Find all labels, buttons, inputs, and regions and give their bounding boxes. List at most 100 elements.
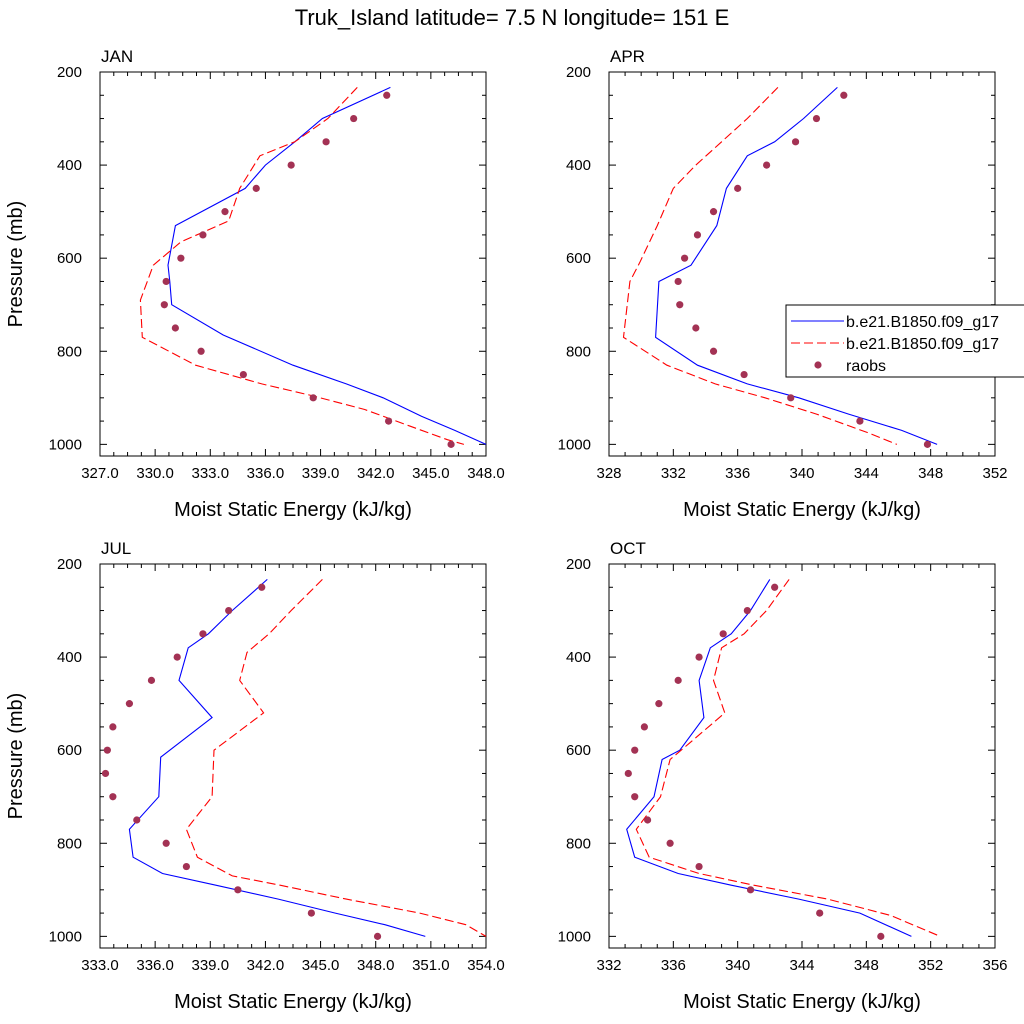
raobs-point: [791, 138, 800, 146]
raobs-point: [252, 184, 260, 192]
x-tick-label: 339.0: [192, 957, 230, 974]
x-tick-label: 328: [596, 465, 621, 482]
x-tick-label: 345.0: [412, 465, 450, 482]
dashed-red-series-line: [139, 87, 465, 445]
raobs-point: [680, 254, 689, 262]
raobs-point: [234, 886, 242, 894]
x-tick-label: 344: [789, 957, 814, 974]
legend-label: b.e21.B1850.f09_g17: [846, 336, 999, 353]
legend-raobs-marker: [814, 361, 822, 369]
raobs-point: [787, 394, 795, 402]
x-axis-label: Moist Static Energy (kJ/kg): [683, 499, 921, 521]
raobs-point: [239, 370, 247, 379]
panel-jul: 333.0 336.0 339.0 342.0 345.0 348.0 351.0 354.0…: [5, 539, 505, 1013]
raobs-point: [162, 277, 170, 286]
x-tick-label: 339.0: [302, 465, 340, 482]
raobs-point: [199, 231, 207, 239]
raobs-point: [199, 630, 207, 638]
raobs-point: [383, 91, 391, 99]
raobs-point: [125, 700, 134, 708]
raobs-point: [631, 793, 639, 801]
raobs-point: [709, 208, 718, 216]
panel-apr: 328 332 336 340 344 348 352 200 400 600 800 1000 APR…: [558, 47, 1008, 521]
x-tick-label: 352: [982, 465, 1007, 482]
raobs-point: [719, 630, 727, 638]
y-tick-label: 200: [566, 556, 591, 573]
raobs-point: [877, 932, 885, 940]
raobs-point: [171, 324, 179, 332]
x-axis-label: Moist Static Energy (kJ/kg): [174, 499, 412, 521]
x-tick-label: 332: [596, 957, 621, 974]
x-axis-label: Moist Static Energy (kJ/kg): [683, 991, 921, 1013]
raobs-point: [258, 583, 266, 591]
raobs-point: [160, 301, 168, 309]
raobs-point: [103, 746, 111, 754]
x-tick-label: 344: [854, 465, 879, 482]
y-tick-label: 1000: [558, 436, 591, 453]
x-tick-label: 327.0: [81, 465, 119, 482]
raobs-point: [162, 839, 170, 847]
x-tick-label: 333.0: [81, 957, 119, 974]
raobs-point: [225, 606, 233, 615]
dashed-red-series-line: [622, 87, 898, 445]
panel-oct: 332 336 340 344 348 352 356 200 400 600 800 1000 OCT…: [558, 539, 1008, 1013]
x-tick-label: 340: [725, 957, 750, 974]
raobs-point: [693, 231, 702, 239]
raobs-point: [447, 440, 455, 448]
raobs-point: [734, 184, 742, 192]
raobs-point: [640, 723, 648, 731]
y-axis-label: Pressure (mb): [5, 693, 27, 820]
plot-frame: [99, 563, 487, 949]
panel-title: APR: [610, 47, 645, 66]
raobs-point: [173, 653, 181, 661]
y-tick-label: 600: [566, 742, 591, 759]
x-tick-label: 342.0: [247, 957, 285, 974]
raobs-point: [644, 816, 652, 824]
raobs-point: [182, 862, 190, 871]
solid-blue-series-line: [626, 579, 912, 937]
y-tick-label: 200: [57, 556, 82, 573]
raobs-point: [109, 723, 117, 731]
raobs-point: [740, 370, 748, 379]
y-tick-label: 800: [57, 835, 82, 852]
raobs-point: [384, 417, 393, 425]
solid-blue-series-line: [655, 86, 938, 445]
raobs-point: [856, 417, 864, 425]
y-tick-label: 1000: [49, 436, 82, 453]
raobs-point: [309, 394, 317, 402]
x-tick-label: 332: [661, 465, 686, 482]
x-tick-label: 348: [854, 957, 879, 974]
raobs-point: [350, 114, 358, 123]
raobs-point: [101, 769, 110, 778]
raobs-point: [177, 254, 185, 262]
raobs-point: [631, 746, 639, 754]
panel-title: OCT: [610, 539, 646, 558]
raobs-point: [197, 347, 205, 355]
x-tick-label: 336.0: [136, 957, 174, 974]
x-tick-label: 354.0: [467, 957, 505, 974]
y-tick-label: 400: [57, 649, 82, 666]
y-tick-label: 800: [57, 343, 82, 360]
y-tick-label: 400: [57, 157, 82, 174]
y-tick-label: 600: [57, 250, 82, 267]
plot-frame: [99, 71, 487, 457]
raobs-point: [692, 324, 700, 332]
raobs-point: [373, 932, 382, 940]
panels: 327.0 330.0 333.0 336.0 339.0 342.0 345.0 348.0…: [5, 47, 1008, 1013]
raobs-point: [109, 793, 117, 801]
dashed-red-series-line: [185, 579, 487, 937]
x-tick-label: 348: [918, 465, 943, 482]
y-tick-label: 1000: [558, 928, 591, 945]
raobs-point: [322, 138, 330, 146]
x-tick-label: 348.0: [357, 957, 395, 974]
raobs-point: [771, 583, 779, 591]
raobs-point: [709, 347, 718, 355]
raobs-point: [840, 91, 848, 99]
x-tick-label: 351.0: [412, 957, 450, 974]
raobs-point: [624, 769, 632, 778]
y-tick-label: 200: [57, 64, 82, 81]
y-tick-label: 200: [566, 64, 591, 81]
raobs-point: [923, 440, 932, 448]
solid-blue-series-line: [167, 86, 487, 445]
y-tick-label: 800: [566, 343, 591, 360]
